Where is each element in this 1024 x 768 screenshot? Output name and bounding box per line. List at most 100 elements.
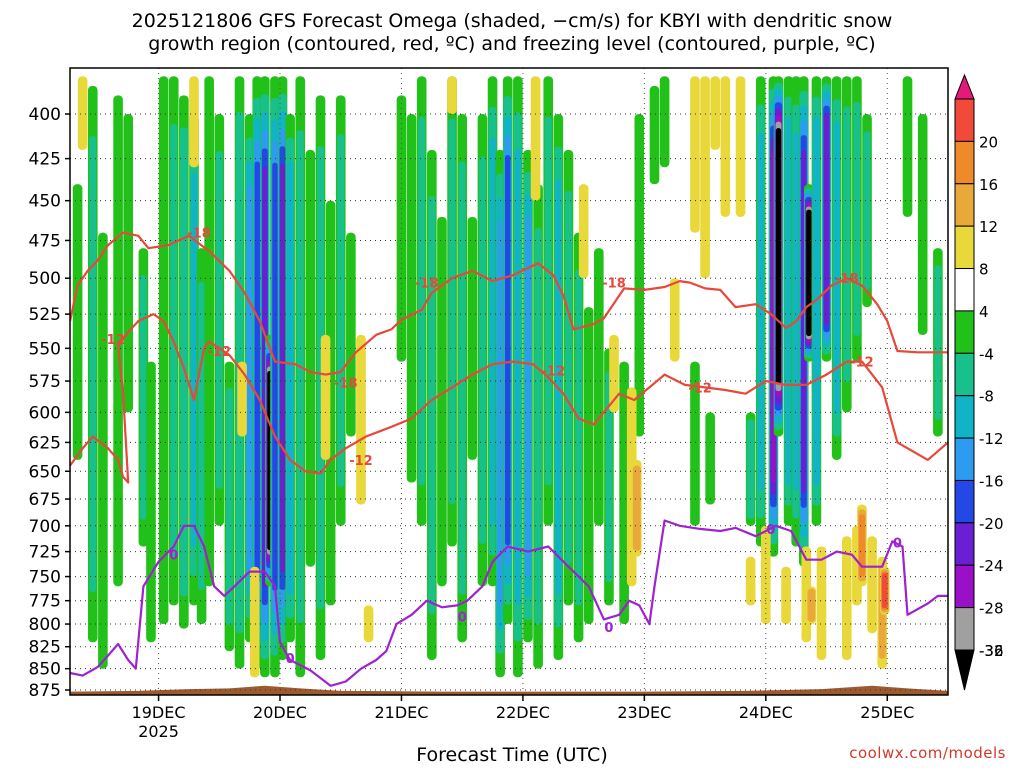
omega-ascent-cell [98,232,108,669]
omega-descent-cell [843,547,851,649]
omega-descent-cell [578,184,589,279]
omega-ascent-cell [408,147,416,450]
y-tick-label: 700 [29,517,61,537]
contour-label: 0 [286,652,295,667]
omega-descent-cell [710,76,721,150]
x-tick-label: 21DEC [374,703,428,722]
colorbar-segment [954,352,975,397]
omega-ascent-cell [306,187,314,530]
omega-ascent-cell [337,134,345,488]
x-tick-label: 20DEC [253,703,307,722]
omega-ascent-cell [296,130,304,624]
omega-descent-cell [701,94,709,261]
y-tick-label: 725 [29,543,61,563]
omega-ascent-cell [934,265,942,420]
omega-descent-cell [633,471,640,546]
colorbar-tick-label: 4 [979,303,989,321]
colorbar-tick-label: -32 [979,642,1004,660]
omega-ascent-cell [833,122,840,414]
colorbar-segment [954,225,975,270]
omega-ascent-cell [317,146,324,610]
omega-descent-cell [721,88,729,205]
omega-ascent-cell [139,275,147,520]
y-tick-label: 650 [29,462,61,482]
colorbar-tick-label: -12 [979,430,1004,448]
omega-ascent-cell [72,184,83,460]
contour-line [70,313,948,484]
contour-label: -12 [688,381,712,396]
omega-ascent-cell [793,132,800,491]
omega-ascent-cell [215,151,223,489]
y-tick-label: 875 [29,681,61,701]
contour-label: -18 [187,227,211,242]
y-tick-label: 675 [29,490,61,510]
omega-ascent-cell [824,120,830,318]
contour-label: -12 [850,356,874,371]
contour-label: 0 [169,549,178,564]
omega-ascent-cell [785,136,792,466]
omega-descent-cell [881,573,888,609]
colorbar-segment [954,310,975,354]
colorbar-tick-label: 8 [979,261,989,279]
omega-descent-cell [356,334,366,505]
contour-label: -12 [208,345,232,360]
plot-area: -18 -18 -18 -18 -18 -12 -12 -12 -12 -12 -12 0 0 0 0 0 0 [70,68,948,695]
omega-ascent-cell [190,172,198,547]
omega-ascent-cell [438,250,446,554]
omega-descent-cell [189,76,199,168]
omega-descent-cell [762,534,770,616]
colorbar-segment [954,479,975,524]
colorbar-segment [954,98,975,142]
omega-ascent-cell [594,248,604,526]
omega-descent-cell [690,76,700,233]
omega-descent-cell [320,334,331,460]
omega-ascent-cell [705,412,715,505]
omega-ascent-cell [198,281,206,591]
colorbar-segment [954,522,975,566]
colorbar-tick-label: 12 [979,218,998,236]
x-year-label: 2025 [138,722,179,741]
omega-ascent-cell [635,143,643,408]
colorbar-segment [954,140,975,185]
colorbar-tick-label: 16 [979,176,998,194]
omega-descent-cell [609,334,619,413]
omega-ascent-cell [205,122,213,541]
omega-descent-cell [782,571,790,619]
omega-ascent-cell [489,137,496,526]
y-tick-label: 625 [29,433,61,453]
omega-ascent-cell [544,116,552,486]
omega-descent-cell [530,76,541,201]
chart-title-line1: 2025121806 GFS Forecast Omega (shaded, −… [131,10,893,32]
contour-line [70,519,948,687]
colorbar-tick-label: 20 [979,133,998,151]
omega-descent-cell [868,544,876,625]
colorbar-segment [954,183,975,227]
omega-ascent-cell [505,155,511,546]
omega-ascent-cell [272,162,278,591]
omega-ascent-cell [418,116,426,486]
colorbar-segment [954,607,975,651]
y-tick-label: 550 [29,339,61,359]
omega-ascent-cell [525,216,531,576]
y-tick-label: 500 [29,269,61,289]
contour-label: 0 [604,621,613,636]
omega-ascent-cell [327,237,335,569]
y-tick-label: 475 [29,231,61,251]
omega-ascent-cell [757,132,764,491]
omega-descent-cell [669,278,680,362]
omega-ascent-cell [919,133,927,315]
omega-ascent-cell [691,376,699,512]
omega-ascent-cell [497,221,503,607]
omega-ascent-cell [254,161,260,584]
contour-label: -12 [101,333,125,348]
omega-ascent-cell [467,216,478,460]
omega-ascent-cell [902,76,913,217]
omega-ascent-cell [89,135,97,593]
y-tick-label: 600 [29,403,61,423]
omega-ascent-cell [160,125,168,575]
omega-ascent-cell [649,85,660,185]
omega-ascent-cell [863,131,871,290]
omega-descent-cell [818,556,825,650]
colorbar-arrow-top [954,73,975,100]
contour-label: -18 [334,376,358,391]
